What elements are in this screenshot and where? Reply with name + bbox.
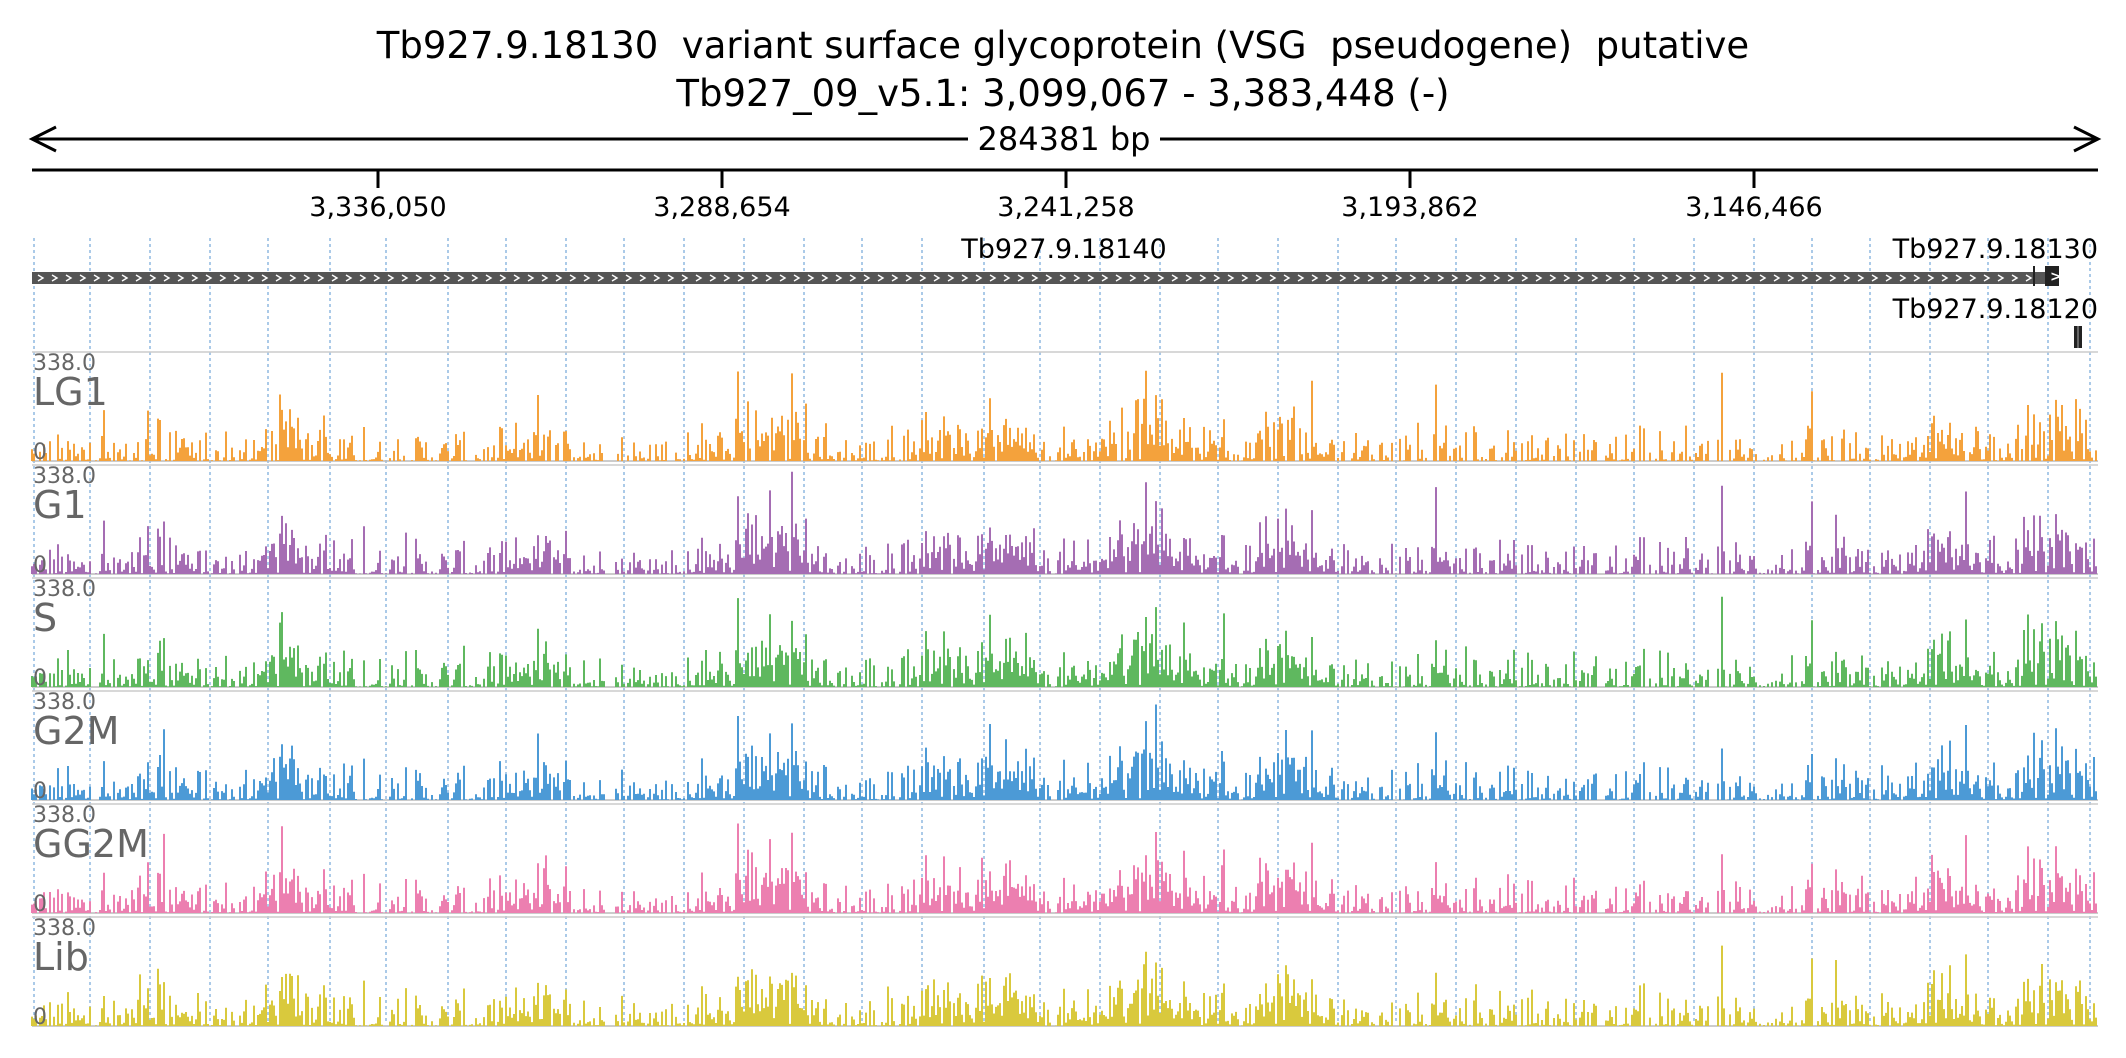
gene-tb927-9-18140[interactable] bbox=[32, 272, 2048, 284]
track-name: S bbox=[33, 596, 57, 640]
track-s: 338.0S 0 bbox=[31, 577, 2098, 691]
coverage-tracks: 338.0LG10338.0G10338.0S0338.0G2M0338.0GG… bbox=[31, 351, 2098, 1030]
gene-tb927-9-18130[interactable] bbox=[2045, 266, 2059, 286]
track-name: Lib bbox=[33, 935, 89, 979]
span-arrow: 284381 bp bbox=[28, 120, 2102, 158]
gene-track: > Tb927.9.18140 Tb927.9.18130 Tb927.9.18… bbox=[32, 234, 2098, 348]
gene-label-18130: Tb927.9.18130 bbox=[1892, 234, 2098, 265]
track-max-label: 338.0 bbox=[33, 690, 96, 715]
track-name: G1 bbox=[33, 483, 87, 527]
track-max-label: 338.0 bbox=[33, 803, 96, 828]
coverage-bars bbox=[31, 823, 2097, 913]
track-name: LG1 bbox=[33, 370, 108, 414]
ruler-tick-label: 3,288,654 bbox=[653, 192, 790, 223]
track-max-label: 338.0 bbox=[33, 916, 96, 941]
track-name: G2M bbox=[33, 709, 119, 753]
coverage-bars bbox=[31, 370, 2097, 461]
track-min-label: 0 bbox=[33, 666, 47, 691]
ruler-tick-label: 3,146,466 bbox=[1685, 192, 1822, 223]
ruler-tick-label: 3,241,258 bbox=[997, 192, 1134, 223]
track-min-label: 0 bbox=[33, 440, 47, 465]
track-name: GG2M bbox=[33, 822, 149, 866]
gene-tb927-9-18140-end bbox=[2033, 266, 2035, 286]
gene-label-18140: Tb927.9.18140 bbox=[960, 234, 1166, 265]
track-max-label: 338.0 bbox=[33, 577, 96, 602]
gene-title: Tb927.9.18130 variant surface glycoprote… bbox=[376, 24, 1750, 67]
span-length-label: 284381 bp bbox=[978, 120, 1151, 158]
coverage-bars bbox=[31, 596, 2097, 687]
coverage-bars bbox=[31, 471, 2097, 574]
genomic-location: Tb927_09_v5.1: 3,099,067 - 3,383,448 (-) bbox=[676, 72, 1450, 115]
track-min-label: 0 bbox=[33, 1005, 47, 1030]
track-min-label: 0 bbox=[33, 553, 47, 578]
track-g1: 338.0G1 0 bbox=[31, 464, 2098, 578]
track-min-label: 0 bbox=[33, 779, 47, 804]
track-max-label: 338.0 bbox=[33, 351, 96, 376]
coordinate-ruler: 3,336,050 3,288,654 3,241,258 3,193,862 3,14… bbox=[32, 168, 2098, 223]
coverage-bars bbox=[31, 945, 2097, 1026]
track-min-label: 0 bbox=[33, 892, 47, 917]
gene-arrow-icon: > bbox=[2050, 269, 2062, 285]
track-max-label: 338.0 bbox=[33, 464, 96, 489]
ruler-tick-label: 3,193,862 bbox=[1341, 192, 1478, 223]
ruler-tick-label: 3,336,050 bbox=[309, 192, 446, 223]
coverage-bars bbox=[31, 704, 2097, 800]
gene-label-18120: Tb927.9.18120 bbox=[1892, 294, 2098, 325]
grid-lines bbox=[33, 238, 2091, 1022]
